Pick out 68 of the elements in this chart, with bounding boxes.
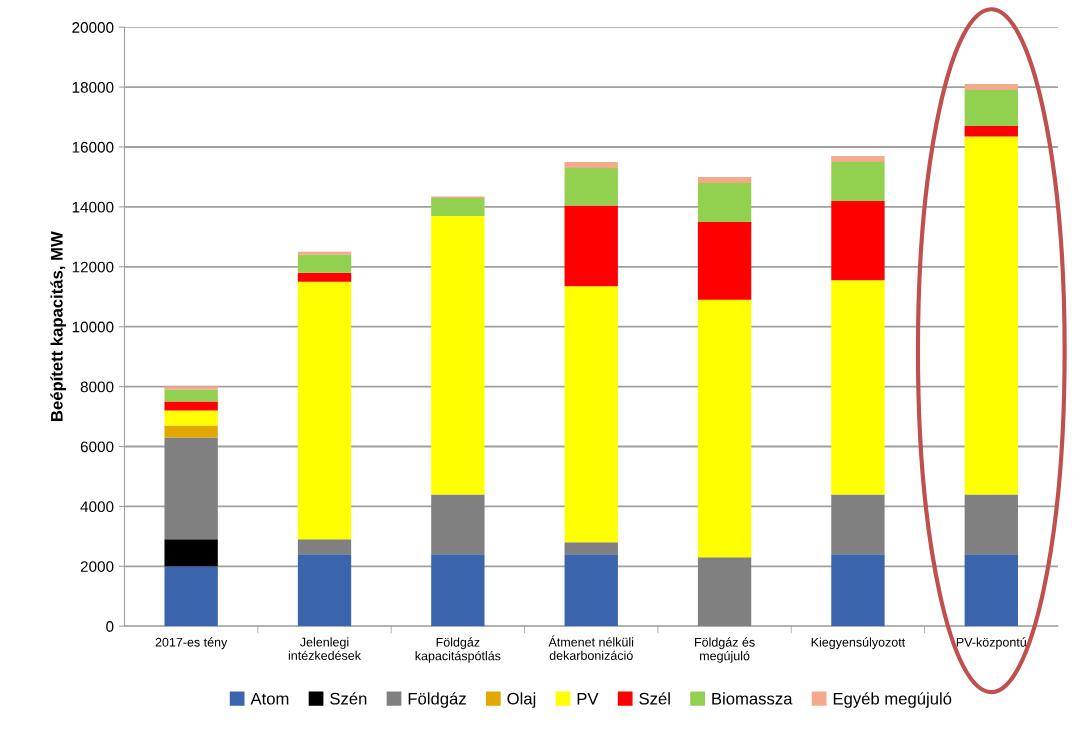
bar [564, 286, 618, 543]
legend-label: Egyéb megújuló [833, 692, 952, 708]
bar [164, 389, 218, 402]
bar [164, 437, 218, 540]
bar [431, 215, 485, 495]
bar [831, 554, 885, 627]
bar [697, 299, 752, 558]
bar [964, 554, 1018, 627]
bar [697, 182, 752, 222]
bar [831, 155, 885, 162]
bar [564, 554, 618, 627]
y-axis-title: Beépített kapacitás, MW [50, 231, 67, 421]
y-tick-label: 4000 [80, 501, 114, 513]
bar [564, 205, 618, 287]
bar [297, 272, 352, 282]
bar [964, 136, 1018, 495]
bar [297, 251, 352, 255]
bar [297, 539, 352, 555]
x-tick-label: Átmenet nélküli dekarbonizáció [548, 635, 634, 660]
x-tick-label: Földgáz kapacitáspótlás [415, 637, 501, 663]
x-tick-label: Földgáz és megújuló [695, 637, 755, 663]
y-tick-label: 18000 [72, 81, 114, 93]
bar [831, 494, 885, 555]
y-tick-label: 8000 [80, 381, 114, 393]
bar [431, 494, 485, 555]
x-tick-label: PV-központú [956, 637, 1026, 650]
bar [297, 554, 352, 627]
y-tick-label: 6000 [80, 441, 114, 453]
y-tick-label: 0 [106, 621, 114, 632]
bar [964, 84, 1018, 91]
bar [431, 554, 485, 627]
bar [164, 410, 218, 426]
y-tick-label: 12000 [72, 261, 114, 273]
legend-label: PV [577, 692, 599, 705]
y-tick-label: 16000 [72, 141, 114, 153]
y-tick-label: 20000 [72, 22, 114, 33]
bar [564, 161, 618, 168]
bar [564, 542, 618, 555]
bar [164, 539, 218, 567]
bar [831, 280, 885, 495]
x-tick-label: 2017-es tény [155, 637, 228, 650]
bar [164, 566, 218, 627]
bar [964, 126, 1018, 137]
bar [697, 221, 752, 300]
legend-label: Szél [639, 692, 670, 705]
x-tick-label: Kiegyensúlyozott [811, 637, 906, 650]
x-tick-label: Jelenlegi intézkedések [288, 637, 362, 660]
bar [164, 386, 218, 390]
y-tick-label: 14000 [72, 201, 114, 213]
bar [831, 161, 885, 201]
legend-label: Atom [250, 692, 289, 705]
bar [164, 401, 218, 411]
bar [564, 167, 618, 206]
bar [831, 200, 885, 281]
bar [164, 425, 218, 438]
bar [697, 557, 752, 627]
bar [431, 197, 485, 216]
legend-label: Földgáz [408, 692, 466, 708]
bar [297, 281, 352, 540]
bar [964, 494, 1018, 555]
y-tick-label: 2000 [80, 561, 114, 572]
bar [697, 176, 752, 183]
bar [964, 90, 1018, 127]
legend-label: Olaj [507, 692, 536, 708]
legend-label: Szén [330, 692, 367, 705]
y-tick-label: 10000 [72, 321, 114, 333]
legend-label: Biomassza [712, 692, 793, 705]
bar [297, 254, 352, 273]
